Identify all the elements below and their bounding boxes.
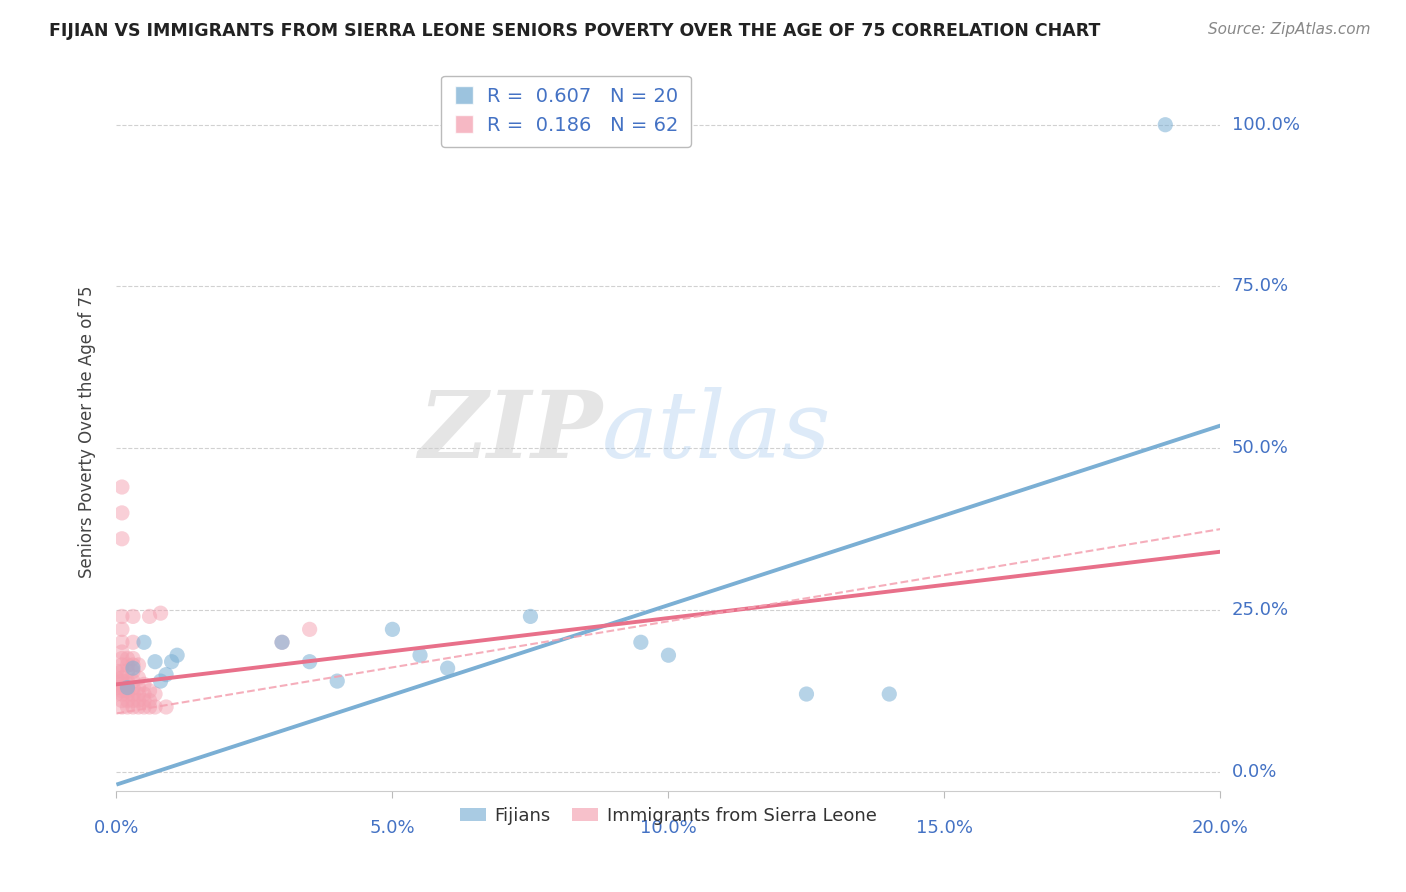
Point xyxy=(111,609,134,624)
Point xyxy=(105,681,128,695)
Point xyxy=(122,609,145,624)
Point xyxy=(132,687,155,701)
Point xyxy=(409,648,432,663)
Point xyxy=(127,671,149,685)
Point xyxy=(436,661,458,675)
Point xyxy=(117,683,139,698)
Text: 0.0%: 0.0% xyxy=(94,819,139,837)
Point xyxy=(132,677,155,691)
Point xyxy=(271,635,294,649)
Point xyxy=(111,683,134,698)
Point xyxy=(111,671,134,685)
Point xyxy=(111,687,134,701)
Text: Source: ZipAtlas.com: Source: ZipAtlas.com xyxy=(1208,22,1371,37)
Text: 75.0%: 75.0% xyxy=(1232,277,1289,295)
Point xyxy=(127,681,149,695)
Y-axis label: Seniors Poverty Over the Age of 75: Seniors Poverty Over the Age of 75 xyxy=(79,285,96,578)
Point xyxy=(143,700,166,714)
Point xyxy=(111,681,134,695)
Point xyxy=(111,532,134,546)
Point xyxy=(117,687,139,701)
Point xyxy=(160,655,183,669)
Point xyxy=(138,700,160,714)
Point xyxy=(796,687,818,701)
Point xyxy=(111,506,134,520)
Point xyxy=(149,606,172,620)
Point xyxy=(111,635,134,649)
Point xyxy=(122,651,145,665)
Point xyxy=(122,661,145,675)
Point xyxy=(111,677,134,691)
Point xyxy=(298,623,321,637)
Text: 15.0%: 15.0% xyxy=(915,819,973,837)
Point xyxy=(122,693,145,707)
Text: 100.0%: 100.0% xyxy=(1232,116,1299,134)
Point xyxy=(105,665,128,679)
Point xyxy=(143,655,166,669)
Text: 10.0%: 10.0% xyxy=(640,819,697,837)
Point xyxy=(138,693,160,707)
Text: atlas: atlas xyxy=(602,387,832,477)
Point xyxy=(122,674,145,689)
Point xyxy=(298,655,321,669)
Point xyxy=(111,480,134,494)
Point xyxy=(127,687,149,701)
Point xyxy=(127,657,149,672)
Point xyxy=(630,635,652,649)
Point xyxy=(149,674,172,689)
Point xyxy=(122,665,145,679)
Point xyxy=(117,677,139,691)
Text: 50.0%: 50.0% xyxy=(1232,439,1288,458)
Point xyxy=(1154,118,1177,132)
Point xyxy=(117,700,139,714)
Point xyxy=(111,693,134,707)
Point xyxy=(111,665,134,679)
Text: ZIP: ZIP xyxy=(418,387,602,477)
Point xyxy=(519,609,541,624)
Point xyxy=(657,648,679,663)
Text: FIJIAN VS IMMIGRANTS FROM SIERRA LEONE SENIORS POVERTY OVER THE AGE OF 75 CORREL: FIJIAN VS IMMIGRANTS FROM SIERRA LEONE S… xyxy=(49,22,1101,40)
Point xyxy=(877,687,900,701)
Point xyxy=(132,693,155,707)
Text: 20.0%: 20.0% xyxy=(1192,819,1249,837)
Text: 25.0%: 25.0% xyxy=(1232,601,1289,619)
Point xyxy=(381,623,404,637)
Point xyxy=(117,681,139,695)
Point xyxy=(117,665,139,679)
Legend: Fijians, Immigrants from Sierra Leone: Fijians, Immigrants from Sierra Leone xyxy=(453,800,884,832)
Point xyxy=(122,700,145,714)
Point xyxy=(117,651,139,665)
Point xyxy=(155,667,177,681)
Point xyxy=(111,700,134,714)
Point xyxy=(105,687,128,701)
Point xyxy=(117,657,139,672)
Point xyxy=(138,683,160,698)
Point xyxy=(117,681,139,695)
Point xyxy=(326,674,349,689)
Point xyxy=(122,635,145,649)
Point xyxy=(111,674,134,689)
Point xyxy=(127,693,149,707)
Point xyxy=(127,700,149,714)
Text: 0.0%: 0.0% xyxy=(1232,763,1277,780)
Text: 5.0%: 5.0% xyxy=(370,819,415,837)
Point xyxy=(122,681,145,695)
Point xyxy=(155,700,177,714)
Point xyxy=(117,674,139,689)
Point xyxy=(105,671,128,685)
Point xyxy=(122,687,145,701)
Point xyxy=(111,657,134,672)
Point xyxy=(117,693,139,707)
Point xyxy=(111,645,134,659)
Point xyxy=(132,635,155,649)
Point xyxy=(111,623,134,637)
Point xyxy=(138,609,160,624)
Point xyxy=(111,651,134,665)
Point xyxy=(143,687,166,701)
Point xyxy=(166,648,188,663)
Point xyxy=(132,700,155,714)
Point xyxy=(122,657,145,672)
Point xyxy=(271,635,294,649)
